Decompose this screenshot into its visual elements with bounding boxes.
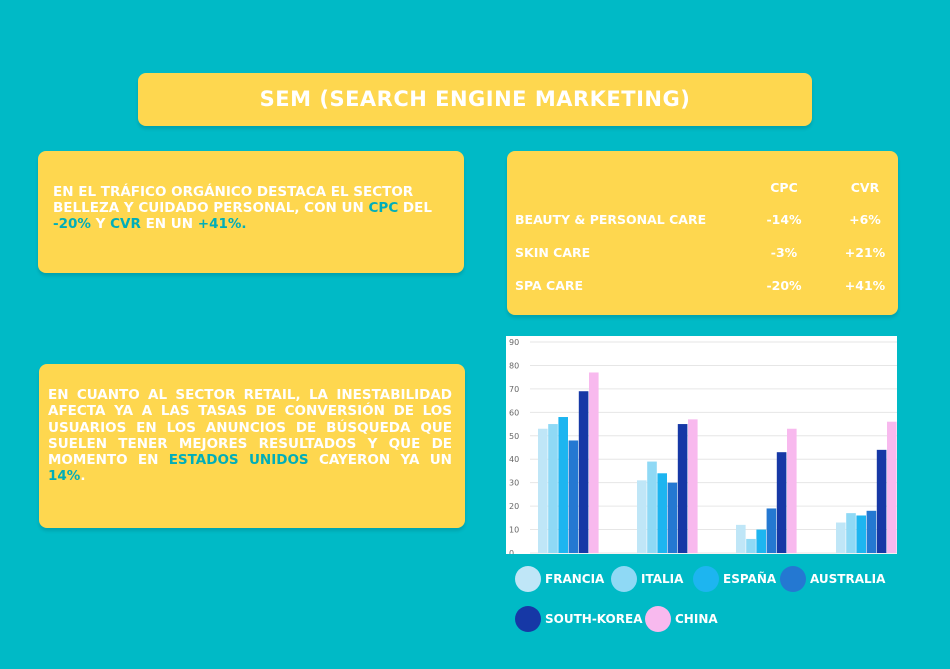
y-tick-label: 10: [509, 526, 519, 535]
table-row-cvr: +41%: [844, 278, 886, 293]
bar-chart: 0 10 20 30 40 50 60 70 80 90: [506, 336, 897, 554]
metrics-table-card: CPC CVR Beauty & Personal Care -14% +6% …: [507, 151, 898, 315]
cvr-highlight: CVR: [110, 216, 141, 232]
table-row-cvr: +6%: [849, 212, 881, 227]
bar-china: [688, 419, 698, 553]
bar-china: [589, 372, 599, 553]
table-row-cpc: -14%: [766, 212, 802, 227]
legend-swatch: [645, 606, 671, 632]
bar-italia: [548, 424, 558, 553]
percent-highlight: 14%: [48, 468, 81, 485]
bar-australia: [667, 482, 678, 553]
legend-swatch: [611, 566, 637, 592]
bar-italia: [846, 513, 856, 553]
bar-australia: [866, 510, 877, 553]
cpc-value-highlight: -20%: [53, 216, 91, 232]
bar-china: [887, 421, 897, 553]
bar-francia: [736, 524, 746, 553]
legend-label: Australia: [810, 572, 886, 586]
table-row-cpc: -20%: [766, 278, 802, 293]
bar-chart-svg: 0 10 20 30 40 50 60 70 80 90: [509, 338, 897, 554]
bar-francia: [836, 522, 846, 553]
bar-españa: [558, 417, 568, 553]
table-row-label: Skin Care: [515, 245, 591, 260]
y-tick-label: 0: [509, 549, 514, 554]
y-tick-label: 80: [509, 361, 519, 370]
bar-australia: [568, 440, 579, 553]
table-row-label: Spa Care: [515, 278, 584, 293]
retail-sector-card: En cuanto al sector retail, la inestabil…: [39, 364, 465, 528]
bar-italia: [647, 461, 657, 553]
cpc-highlight: CPC: [368, 200, 399, 216]
organic-traffic-text: En el tráfico orgánico destaca el sector…: [53, 184, 432, 232]
legend-swatch: [515, 606, 541, 632]
retail-sector-text: En cuanto al sector retail, la inestabil…: [48, 387, 452, 485]
bar-australia: [766, 508, 777, 553]
y-tick-label: 40: [509, 455, 519, 464]
bar-south-korea: [876, 449, 887, 553]
country-highlight: Estados Unidos: [168, 452, 309, 469]
table-row-cvr: +21%: [844, 245, 886, 260]
y-tick-label: 30: [509, 479, 519, 488]
bar-italia: [746, 538, 756, 553]
legend-label: Italia: [641, 572, 684, 586]
bar-españa: [756, 529, 766, 553]
bar-francia: [538, 428, 548, 553]
legend-swatch: [693, 566, 719, 592]
legend-label: Francia: [545, 572, 605, 586]
bar-south-korea: [776, 452, 787, 553]
bar-south-korea: [677, 424, 688, 553]
bar-south-korea: [578, 391, 589, 553]
y-tick-label: 50: [509, 432, 519, 441]
legend-swatch: [780, 566, 806, 592]
y-tick-label: 20: [509, 502, 519, 511]
legend-label: China: [675, 612, 718, 626]
cvr-value-highlight: +41%.: [197, 216, 247, 232]
bar-españa: [657, 473, 667, 553]
legend-label: South-Korea: [545, 612, 643, 626]
table-header-cvr: CVR: [850, 180, 880, 195]
title-banner: SEM (Search Engine Marketing): [138, 73, 812, 126]
y-tick-label: 60: [509, 408, 519, 417]
legend-label: España: [723, 572, 777, 586]
bar-francia: [637, 480, 647, 553]
organic-traffic-card: En el tráfico orgánico destaca el sector…: [38, 151, 464, 273]
table-row-cpc: -3%: [770, 245, 798, 260]
y-tick-label: 70: [509, 385, 519, 394]
bar-china: [787, 428, 797, 553]
page-title: SEM (Search Engine Marketing): [259, 87, 691, 111]
table-row-label: Beauty & Personal Care: [515, 212, 707, 227]
table-header-cpc: CPC: [770, 180, 798, 195]
bar-españa: [856, 515, 866, 553]
legend-swatch: [515, 566, 541, 592]
y-tick-label: 90: [509, 338, 519, 347]
